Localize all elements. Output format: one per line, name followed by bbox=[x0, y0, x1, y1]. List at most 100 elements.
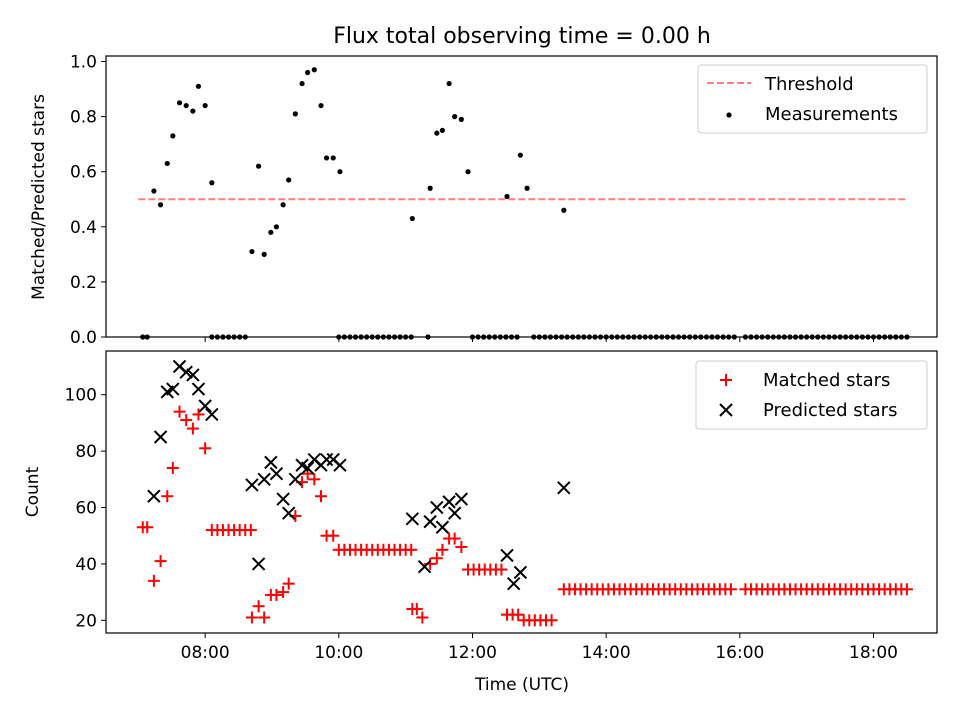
measurement-point bbox=[268, 229, 274, 235]
y-tick-label: 0.2 bbox=[70, 273, 97, 293]
predicted-star-point bbox=[423, 514, 437, 529]
measurement-point bbox=[170, 133, 176, 139]
predicted-star-point bbox=[257, 472, 271, 487]
predicted-star-point bbox=[264, 455, 278, 470]
measurement-point bbox=[305, 69, 311, 76]
y-tick-label: 0.0 bbox=[70, 328, 97, 348]
matched-star-point bbox=[173, 405, 186, 418]
y-tick-label: 40 bbox=[75, 555, 97, 575]
matched-star-point bbox=[141, 521, 154, 534]
predicted-star-point bbox=[281, 506, 296, 520]
measurement-point bbox=[256, 163, 262, 169]
matched-star-point bbox=[495, 563, 508, 576]
predicted-star-point bbox=[500, 548, 514, 563]
top-x-ticks bbox=[204, 337, 875, 342]
x-axis-label: Time (UTC) bbox=[474, 675, 569, 695]
measurement-point bbox=[286, 177, 292, 183]
predicted-star-point bbox=[405, 512, 420, 526]
predicted-star-point bbox=[191, 382, 206, 396]
predicted-star-point bbox=[251, 557, 266, 571]
measurement-point bbox=[465, 169, 471, 175]
x-tick-label: 18:00 bbox=[849, 643, 898, 663]
measurement-point bbox=[409, 215, 415, 222]
matched-star-point bbox=[314, 490, 327, 503]
matched-star-point bbox=[282, 577, 295, 590]
measurement-point bbox=[202, 102, 208, 109]
matched-star-point bbox=[244, 524, 257, 537]
matched-star-point bbox=[448, 532, 461, 545]
predicted-star-point bbox=[147, 489, 161, 503]
x-tick-label: 16:00 bbox=[715, 643, 764, 663]
top-legend: Threshold Measurements bbox=[697, 64, 928, 134]
measurement-point bbox=[504, 193, 510, 200]
measurement-point bbox=[517, 152, 523, 158]
measurement-point bbox=[280, 202, 286, 208]
legend-predicted-swatch bbox=[719, 403, 733, 417]
measurement-point bbox=[458, 116, 464, 122]
matched-star-point bbox=[410, 603, 423, 616]
series-predicted-stars bbox=[147, 359, 571, 591]
matched-star-point bbox=[277, 586, 290, 599]
matched-star-point bbox=[192, 408, 205, 421]
x-tick-label: 14:00 bbox=[582, 643, 631, 663]
measurement-point bbox=[427, 185, 433, 191]
bottom-axes-frame bbox=[105, 350, 938, 634]
matched-star-point bbox=[258, 611, 271, 624]
measurement-point bbox=[524, 185, 530, 191]
legend-matched-label: Matched stars bbox=[763, 370, 890, 391]
legend-threshold-label: Threshold bbox=[764, 74, 854, 95]
top-legend-box bbox=[697, 64, 928, 134]
predicted-star-point bbox=[186, 368, 200, 382]
measurement-point bbox=[330, 155, 336, 161]
legend-measurements-label: Measurements bbox=[765, 104, 898, 125]
measurement-point bbox=[195, 83, 202, 89]
y-tick-label: 1.0 bbox=[70, 53, 97, 73]
top-y-ticks: 0.0 0.2 0.4 0.6 0.8 1.0 bbox=[70, 53, 106, 348]
x-tick-label: 12:00 bbox=[448, 643, 497, 663]
measurement-point bbox=[164, 160, 170, 167]
measurement-point bbox=[439, 127, 446, 133]
predicted-star-point bbox=[166, 382, 180, 396]
predicted-star-point bbox=[153, 430, 168, 444]
predicted-star-point bbox=[447, 506, 462, 520]
matched-star-point bbox=[545, 614, 558, 627]
matched-star-point bbox=[154, 555, 167, 568]
predicted-star-point bbox=[454, 492, 469, 506]
measurement-point bbox=[452, 114, 458, 120]
predicted-star-point bbox=[333, 458, 347, 472]
bottom-legend: Matched stars Predicted stars bbox=[695, 360, 928, 430]
matched-star-point bbox=[252, 600, 265, 613]
measurement-point bbox=[434, 130, 440, 136]
predicted-star-point bbox=[513, 565, 528, 580]
matched-star-point bbox=[430, 552, 443, 565]
bottom-panel: 20 40 60 80 100 08:00 10:00 12:00 14:00 16:00 18:… bbox=[23, 350, 938, 695]
x-tick-label: 10:00 bbox=[314, 643, 363, 663]
predicted-star-point bbox=[300, 461, 315, 475]
predicted-star-point bbox=[288, 472, 303, 487]
matched-star-point bbox=[308, 473, 321, 486]
y-tick-label: 0.6 bbox=[70, 163, 97, 183]
top-axes-frame bbox=[105, 55, 938, 338]
measurement-point bbox=[183, 102, 189, 109]
predicted-star-point bbox=[430, 500, 444, 515]
predicted-star-point bbox=[417, 560, 432, 574]
matched-star-point bbox=[724, 583, 737, 596]
predicted-star-point bbox=[269, 466, 284, 481]
measurement-point bbox=[176, 100, 183, 106]
predicted-star-point bbox=[435, 520, 450, 534]
matched-star-point bbox=[161, 490, 174, 503]
matched-star-point bbox=[245, 611, 258, 624]
predicted-star-point bbox=[442, 495, 456, 509]
y-tick-label: 60 bbox=[75, 499, 97, 519]
matched-star-point bbox=[327, 529, 340, 542]
matched-star-point bbox=[186, 422, 199, 435]
predicted-star-point bbox=[319, 452, 334, 467]
matched-star-point bbox=[199, 442, 212, 455]
predicted-star-point bbox=[205, 407, 219, 422]
measurement-point bbox=[318, 102, 324, 109]
predicted-star-point bbox=[198, 399, 212, 413]
legend-predicted-label: Predicted stars bbox=[763, 400, 897, 421]
measurement-point bbox=[209, 180, 215, 186]
measurement-point bbox=[261, 251, 267, 257]
measurement-point bbox=[273, 224, 280, 230]
